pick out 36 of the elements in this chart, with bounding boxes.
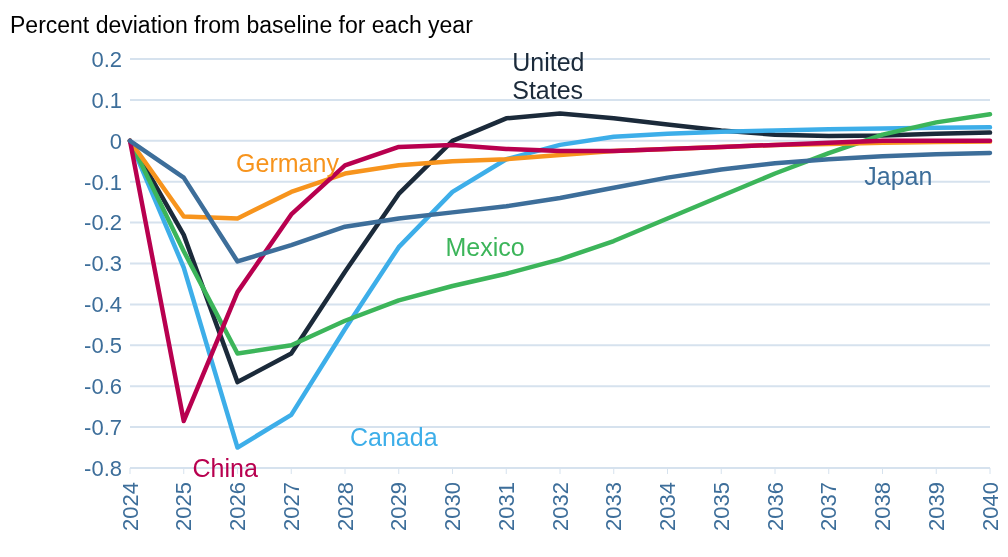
y-tick-label: -0.6 bbox=[84, 374, 122, 400]
x-tick-label: 2032 bbox=[547, 482, 573, 531]
series-label: China bbox=[192, 454, 258, 483]
x-tick-label: 2028 bbox=[332, 482, 358, 531]
x-tick-label: 2036 bbox=[762, 482, 788, 531]
x-tick-label: 2034 bbox=[655, 482, 680, 531]
y-tick-label: -0.8 bbox=[84, 455, 122, 481]
x-tick-label: 2031 bbox=[493, 482, 519, 531]
series-label: United States bbox=[512, 48, 585, 105]
x-tick-label: 2038 bbox=[870, 482, 895, 531]
y-tick-label: 0.1 bbox=[91, 87, 122, 113]
x-tick-label: 2040 bbox=[977, 482, 1003, 531]
x-tick-label: 2037 bbox=[816, 482, 842, 531]
x-tick-label: 2030 bbox=[440, 482, 465, 531]
series-label: Mexico bbox=[445, 232, 525, 261]
x-tick-label: 2026 bbox=[225, 482, 250, 531]
y-tick-label: 0 bbox=[109, 128, 122, 154]
text: Canada bbox=[350, 422, 438, 451]
series-label: Germany bbox=[236, 148, 340, 177]
line-series bbox=[127, 138, 993, 264]
x-tick-label: 2039 bbox=[923, 482, 949, 531]
y-tick-label: -0.1 bbox=[84, 169, 122, 195]
x-tick-label: 2029 bbox=[386, 482, 412, 531]
x-tick-label: 2033 bbox=[601, 482, 627, 531]
y-tick-label: -0.7 bbox=[84, 414, 122, 440]
y-tick-label: -0.5 bbox=[84, 333, 122, 359]
x-tick-label: 2025 bbox=[171, 482, 197, 531]
y-tick-label: -0.2 bbox=[84, 210, 122, 236]
chart-title: Percent deviation from baseline for each year bbox=[10, 12, 473, 39]
y-tick-label: 0.2 bbox=[91, 46, 122, 72]
series-label: Japan bbox=[864, 162, 933, 191]
y-tick-label: -0.4 bbox=[84, 292, 122, 318]
y-tick-label: -0.3 bbox=[84, 251, 122, 277]
x-tick-label: 2027 bbox=[278, 482, 304, 531]
x-tick-label: 2024 bbox=[117, 482, 143, 531]
x-tick-label: 2035 bbox=[708, 482, 734, 531]
